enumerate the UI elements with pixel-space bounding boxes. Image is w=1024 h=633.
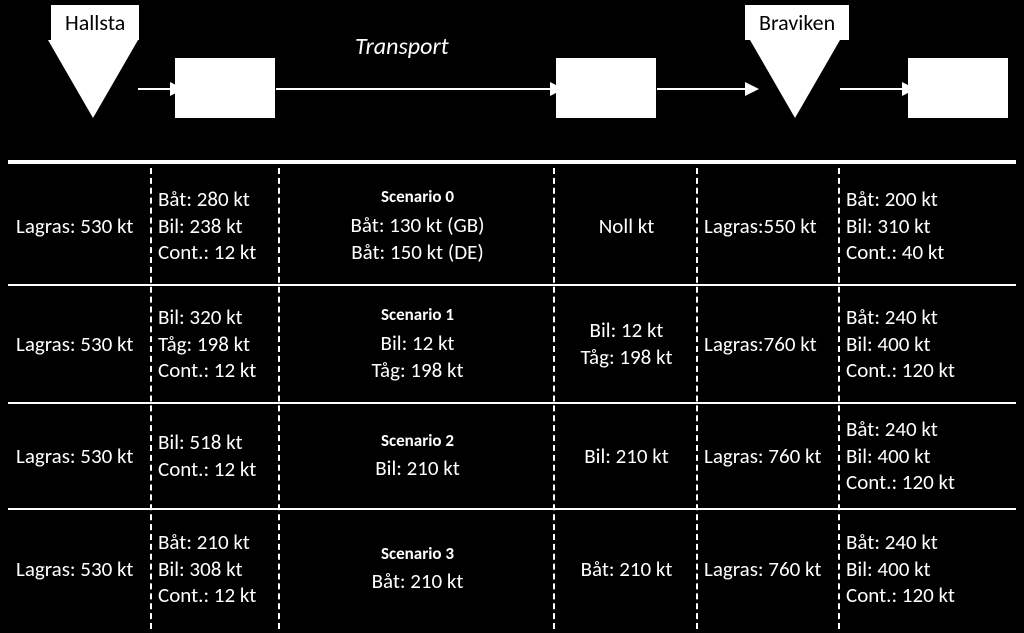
cell-line: Bil: 400 kt	[846, 443, 1012, 470]
arrow-line	[276, 88, 552, 90]
cell: Scenario 2 Bil: 210 kt	[278, 404, 553, 508]
cell: Lagras:760 kt	[696, 286, 838, 402]
cell: Lagras: 530 kt	[8, 168, 150, 284]
scenario-title: Scenario 3	[381, 543, 454, 565]
arrow-line	[657, 88, 747, 90]
cell-line: Cont.: 12 kt	[158, 582, 274, 609]
cell-line: Bil: 12 kt	[590, 317, 664, 344]
arrow-line	[840, 88, 904, 90]
cell: Lagras: 760 kt	[696, 404, 838, 508]
cell: Båt: 210 ktBil: 308 ktCont.: 12 kt	[150, 510, 278, 628]
braviken-label-box: Braviken	[743, 3, 851, 42]
cell-line: Cont.: 40 kt	[846, 239, 1012, 266]
cell: Bil: 12 ktTåg: 198 kt	[553, 286, 696, 402]
cell-line: Bil: 238 kt	[158, 213, 274, 240]
scenario-row: Lagras: 530 ktBåt: 280 ktBil: 238 ktCont…	[8, 168, 1016, 286]
arrow-line	[138, 88, 172, 90]
cell-line: Båt: 240 kt	[846, 529, 1012, 556]
cell: Lagras: 760 kt	[696, 510, 838, 628]
braviken-triangle-icon	[750, 40, 840, 118]
flow-diagram: Hallsta Braviken Transport	[0, 0, 1024, 150]
cell-line: Noll kt	[599, 213, 655, 240]
cell: Scenario 0 Båt: 130 kt (GB)Båt: 150 kt (D…	[278, 168, 553, 284]
cell-line: Lagras:760 kt	[704, 331, 834, 358]
cell: Båt: 200 ktBil: 310 ktCont.: 40 kt	[838, 168, 1016, 284]
arrow-head-icon	[745, 82, 759, 96]
cell-line: Tåg: 198 kt	[371, 357, 463, 384]
cell-line: Bil: 210 kt	[375, 455, 460, 482]
cell-line: Båt: 150 kt (DE)	[351, 239, 484, 266]
cell-line: Lagras: 530 kt	[16, 556, 146, 583]
cell: Båt: 240 ktBil: 400 ktCont.: 120 kt	[838, 404, 1016, 508]
cell: Båt: 240 ktBil: 400 ktCont.: 120 kt	[838, 286, 1016, 402]
cell-line: Cont.: 120 kt	[846, 469, 1012, 496]
transport-label: Transport	[355, 32, 449, 61]
scenario-title: Scenario 1	[381, 304, 454, 326]
scenario-grid: Lagras: 530 ktBåt: 280 ktBil: 238 ktCont…	[8, 168, 1016, 629]
cell: Bil: 320 ktTåg: 198 ktCont.: 12 kt	[150, 286, 278, 402]
cell: Scenario 1 Bil: 12 ktTåg: 198 kt	[278, 286, 553, 402]
cell: Lagras: 530 kt	[8, 510, 150, 628]
cell-line: Bil: 308 kt	[158, 556, 274, 583]
cell-line: Båt: 200 kt	[846, 186, 1012, 213]
hallsta-triangle-icon	[48, 40, 138, 118]
cell: Bil: 210 kt	[553, 404, 696, 508]
cell-line: Lagras: 530 kt	[16, 331, 146, 358]
cell-line: Lagras:550 kt	[704, 213, 834, 240]
cell-line: Bil: 12 kt	[381, 330, 455, 357]
header-divider	[8, 160, 1016, 164]
scenario-title: Scenario 0	[381, 186, 454, 208]
cell-line: Lagras: 530 kt	[16, 213, 146, 240]
cell-line: Båt: 210 kt	[581, 556, 673, 583]
cell-line: Bil: 210 kt	[584, 443, 669, 470]
cell: Lagras: 530 kt	[8, 286, 150, 402]
cell: Lagras: 530 kt	[8, 404, 150, 508]
cell: Lagras:550 kt	[696, 168, 838, 284]
cell-line: Cont.: 12 kt	[158, 239, 274, 266]
cell-line: Cont.: 12 kt	[158, 456, 274, 483]
arrow-head-icon	[170, 82, 184, 96]
scenario-title: Scenario 2	[381, 430, 454, 452]
cell: Bil: 518 ktCont.: 12 kt	[150, 404, 278, 508]
process-box-1	[175, 58, 275, 118]
cell-line: Båt: 210 kt	[158, 529, 274, 556]
cell: Båt: 240 ktBil: 400 ktCont.: 120 kt	[838, 510, 1016, 628]
cell-line: Bil: 400 kt	[846, 556, 1012, 583]
arrow-head-icon	[902, 82, 916, 96]
scenario-row: Lagras: 530 ktBåt: 210 ktBil: 308 ktCont…	[8, 510, 1016, 628]
cell-line: Båt: 130 kt (GB)	[351, 212, 485, 239]
hallsta-label-box: Hallsta	[49, 3, 141, 42]
cell-line: Båt: 240 kt	[846, 304, 1012, 331]
cell: Båt: 280 ktBil: 238 ktCont.: 12 kt	[150, 168, 278, 284]
cell-line: Lagras: 760 kt	[704, 443, 834, 470]
cell: Scenario 3 Båt: 210 kt	[278, 510, 553, 628]
cell-line: Bil: 320 kt	[158, 304, 274, 331]
cell: Båt: 210 kt	[553, 510, 696, 628]
hallsta-text: Hallsta	[65, 9, 125, 36]
cell-line: Lagras: 760 kt	[704, 556, 834, 583]
cell-line: Tåg: 198 kt	[158, 331, 274, 358]
scenario-row: Lagras: 530 ktBil: 320 ktTåg: 198 ktCont…	[8, 286, 1016, 404]
arrow-head-icon	[550, 82, 564, 96]
process-box-3	[908, 58, 1008, 118]
cell-line: Bil: 400 kt	[846, 331, 1012, 358]
cell-line: Båt: 280 kt	[158, 186, 274, 213]
process-box-2	[556, 58, 656, 118]
cell-line: Båt: 240 kt	[846, 416, 1012, 443]
cell-line: Båt: 210 kt	[372, 568, 464, 595]
cell-line: Bil: 518 kt	[158, 429, 274, 456]
braviken-text: Braviken	[759, 9, 835, 36]
cell-line: Bil: 310 kt	[846, 213, 1012, 240]
cell-line: Cont.: 120 kt	[846, 357, 1012, 384]
cell-line: Cont.: 120 kt	[846, 582, 1012, 609]
scenario-row: Lagras: 530 ktBil: 518 ktCont.: 12 ktSce…	[8, 404, 1016, 510]
cell: Noll kt	[553, 168, 696, 284]
cell-line: Lagras: 530 kt	[16, 443, 146, 470]
cell-line: Tåg: 198 kt	[580, 344, 672, 371]
cell-line: Cont.: 12 kt	[158, 357, 274, 384]
